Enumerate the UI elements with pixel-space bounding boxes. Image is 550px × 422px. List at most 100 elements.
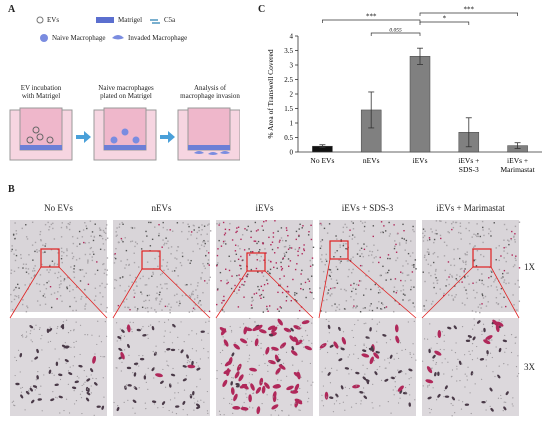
cell: [226, 368, 230, 377]
cell: [399, 389, 403, 394]
micrograph-pore: [25, 336, 27, 339]
micrograph-speck: [430, 303, 433, 305]
micrograph-speck: [104, 232, 107, 234]
micrograph-pore: [430, 408, 432, 411]
micrograph-pore: [251, 340, 253, 342]
micrograph-pore: [301, 342, 303, 345]
micrograph-pore: [512, 405, 514, 407]
micrograph-speck: [268, 305, 271, 307]
micrograph-speck: [93, 236, 96, 238]
micrograph-speck: [471, 236, 473, 238]
step-2-label: Naive macrophages plated on Matrigel: [98, 84, 154, 100]
micrograph-speck: [196, 296, 199, 299]
micrograph-speck: [294, 292, 296, 294]
micrograph-speck: [273, 252, 276, 254]
micrograph-speck: [193, 225, 195, 227]
micrograph-speck: [422, 240, 425, 242]
x-tick-label: iEVs +: [458, 156, 479, 165]
micrograph-speck: [43, 283, 45, 286]
micrograph-speck: [169, 309, 171, 311]
column-header: iEVs + SDS-3: [341, 203, 394, 213]
micrograph-pore: [30, 330, 32, 332]
micrograph-pore: [152, 350, 154, 353]
cell: [294, 383, 300, 392]
cell: [252, 326, 260, 332]
micrograph-speck: [199, 300, 201, 302]
micrograph-pore: [336, 396, 338, 398]
micrograph-speck: [264, 261, 266, 264]
micrograph-speck: [84, 242, 87, 244]
micrograph-speck: [514, 264, 516, 266]
micrograph-speck: [481, 294, 484, 297]
micrograph-pore: [153, 403, 156, 405]
micrograph-speck: [352, 268, 354, 271]
micrograph-speck: [505, 305, 507, 308]
cell: [458, 360, 462, 365]
micrograph-speck: [237, 258, 240, 261]
micrograph-speck: [402, 299, 404, 301]
cell: [327, 324, 331, 330]
micrograph-speck: [466, 251, 468, 253]
micrograph-speck: [171, 270, 174, 272]
micrograph-pore: [471, 359, 474, 361]
micrograph-speck: [432, 300, 434, 303]
micrograph-pore: [207, 412, 209, 414]
micrograph-speck: [401, 272, 404, 274]
micrograph-speck: [175, 283, 178, 286]
micrograph-speck: [61, 300, 63, 303]
micrograph-pore: [311, 322, 313, 324]
micrograph-speck: [11, 308, 14, 311]
micrograph-speck: [163, 269, 165, 272]
micrograph-pore: [474, 383, 476, 385]
micrograph-speck: [205, 254, 207, 257]
micrograph-speck: [20, 253, 22, 256]
micrograph-speck: [359, 264, 362, 267]
micrograph-speck: [335, 279, 338, 281]
column-header: iEVs + Marimastat: [436, 203, 505, 213]
micrograph-speck: [500, 277, 503, 280]
cell: [124, 385, 127, 390]
micrograph-speck: [476, 223, 478, 225]
micrograph-pore: [384, 367, 386, 369]
x-tick-label: Marimastat: [501, 165, 536, 174]
micrograph-pore: [366, 367, 368, 370]
micrograph-speck: [374, 283, 377, 286]
zoom-box: [472, 248, 492, 268]
micrograph-pore: [254, 321, 256, 323]
micrograph-speck: [286, 229, 288, 232]
micrograph-speck: [350, 220, 353, 223]
micrograph-speck: [218, 222, 221, 225]
micrograph-pore: [443, 334, 445, 336]
micrograph-speck: [506, 272, 508, 274]
micrograph-speck: [489, 266, 491, 269]
micrograph-pore: [100, 355, 102, 358]
cell: [275, 367, 281, 375]
micrograph-pore: [79, 353, 81, 356]
micrograph-pore: [357, 357, 359, 360]
micrograph-pore: [39, 327, 41, 329]
micrograph-speck: [124, 267, 126, 269]
micrograph-pore: [443, 396, 445, 398]
micrograph-pore: [223, 344, 225, 346]
legend-evs: EVs: [47, 16, 60, 24]
micrograph-pore: [70, 329, 72, 332]
micrograph-pore: [169, 383, 171, 385]
micrograph-speck: [345, 247, 347, 250]
micrograph-speck: [435, 292, 437, 295]
bar-chart: 00.511.522.533.54% Area of Transwell Cov…: [266, 6, 542, 174]
micrograph-speck: [413, 264, 415, 266]
micrograph-speck: [275, 262, 278, 264]
cell: [182, 365, 187, 368]
micrograph-pore: [514, 342, 516, 344]
micrograph-pore: [397, 357, 400, 360]
micrograph-pore: [348, 373, 350, 375]
micrograph-speck: [372, 235, 374, 238]
micrograph-speck: [343, 308, 346, 310]
micrograph-pore: [175, 413, 178, 415]
micrograph-speck: [66, 227, 68, 229]
micrograph-pore: [476, 357, 479, 359]
panel-a-schematic: [9, 16, 240, 161]
micrograph-speck: [411, 264, 413, 266]
micrograph-pore: [319, 348, 321, 351]
micrograph-speck: [87, 260, 89, 263]
